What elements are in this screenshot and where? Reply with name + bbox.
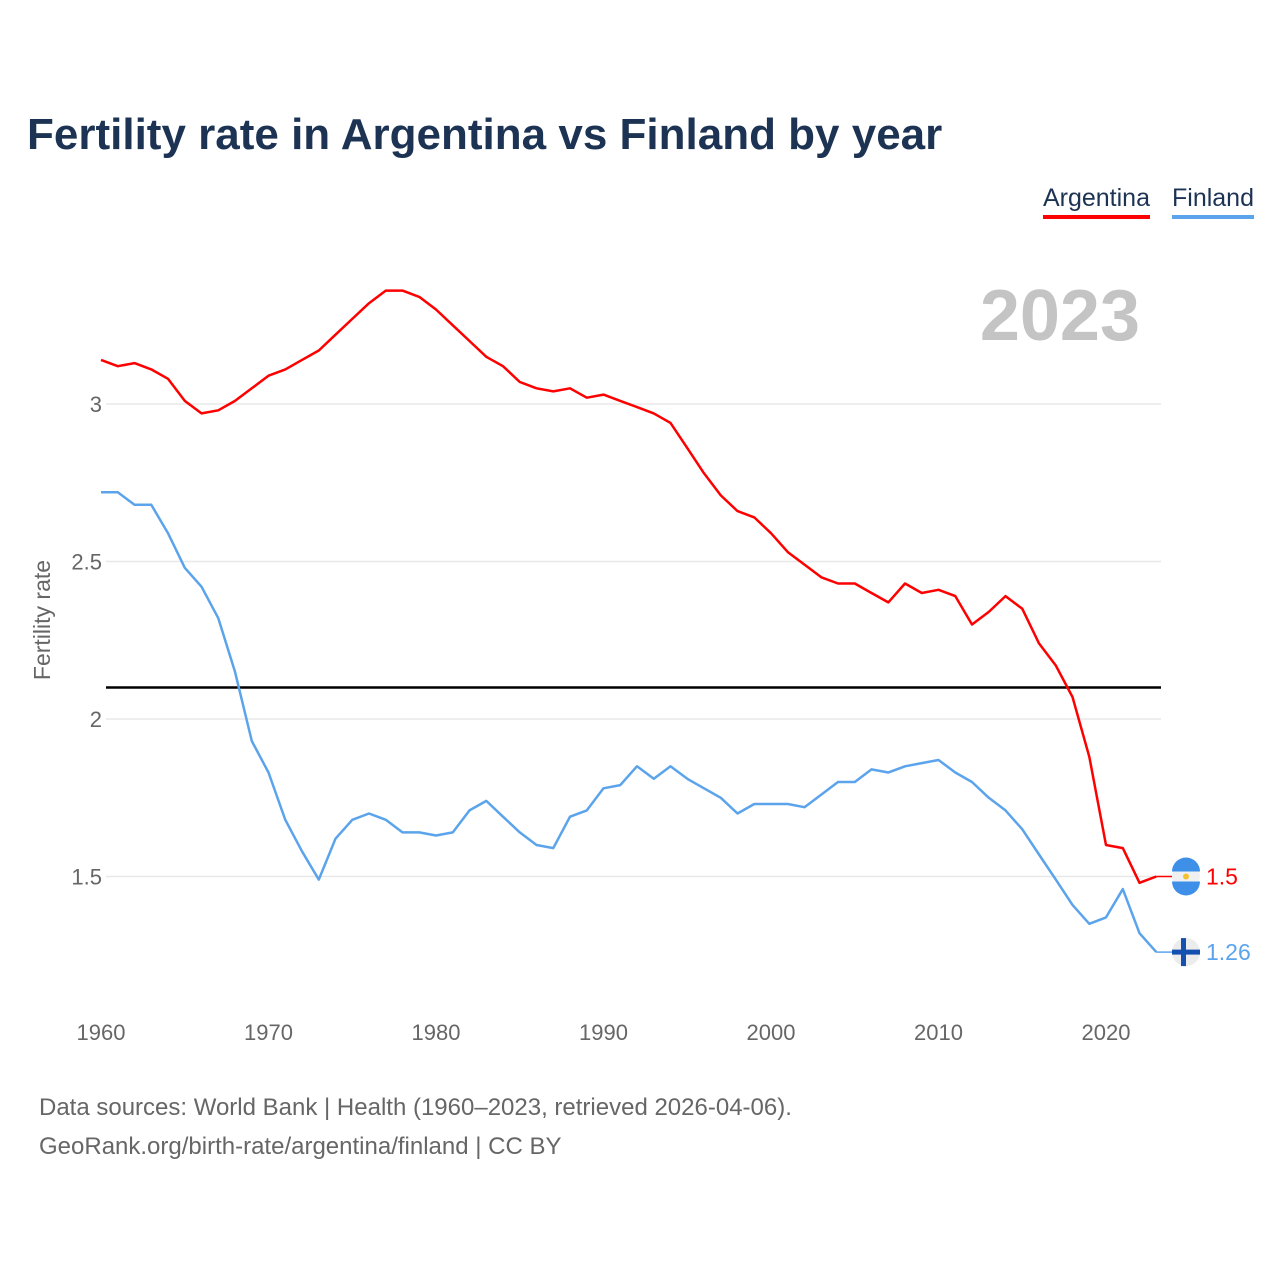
end-value-label: 1.5: [1206, 864, 1238, 890]
year-watermark: 2023: [980, 276, 1140, 356]
end-value-label: 1.26: [1206, 939, 1251, 965]
source-line-1: Data sources: World Bank | Health (1960–…: [39, 1094, 792, 1121]
x-tick-label: 1970: [244, 1020, 293, 1045]
chart-title: Fertility rate in Argentina vs Finland b…: [27, 110, 943, 159]
flag-stripe: [1172, 857, 1200, 872]
x-tick-label: 2020: [1082, 1020, 1131, 1045]
x-tick-label: 1980: [412, 1020, 461, 1045]
y-tick-label: 2: [90, 707, 102, 732]
y-tick-label: 2.5: [71, 550, 102, 575]
series-line-argentina: [100, 289, 1157, 885]
x-tick-label: 1990: [579, 1020, 628, 1045]
flag-stripe: [1172, 881, 1200, 896]
flag-sun: [1183, 873, 1189, 880]
legend-finland[interactable]: Finland: [1172, 184, 1254, 219]
series-line-finland: [101, 490, 1158, 953]
y-tick-label: 1.5: [71, 865, 102, 890]
y-tick-label: 3: [90, 392, 102, 417]
legend: Argentina Finland: [1042, 184, 1254, 219]
x-tick-label: 1960: [77, 1020, 126, 1045]
legend-argentina[interactable]: Argentina: [1042, 184, 1150, 219]
x-tick-label: 2010: [914, 1020, 963, 1045]
source-line-2[interactable]: GeoRank.org/birth-rate/argentina/finland…: [39, 1133, 562, 1160]
y-axis-label: Fertility rate: [29, 560, 55, 680]
source-note: Data sources: World Bank | Health (1960–…: [39, 1088, 792, 1166]
x-tick-label: 2000: [747, 1020, 796, 1045]
finland-flag-icon: [1172, 938, 1200, 967]
argentina-flag-icon: [1172, 857, 1200, 896]
flag-cross: [1181, 938, 1186, 967]
